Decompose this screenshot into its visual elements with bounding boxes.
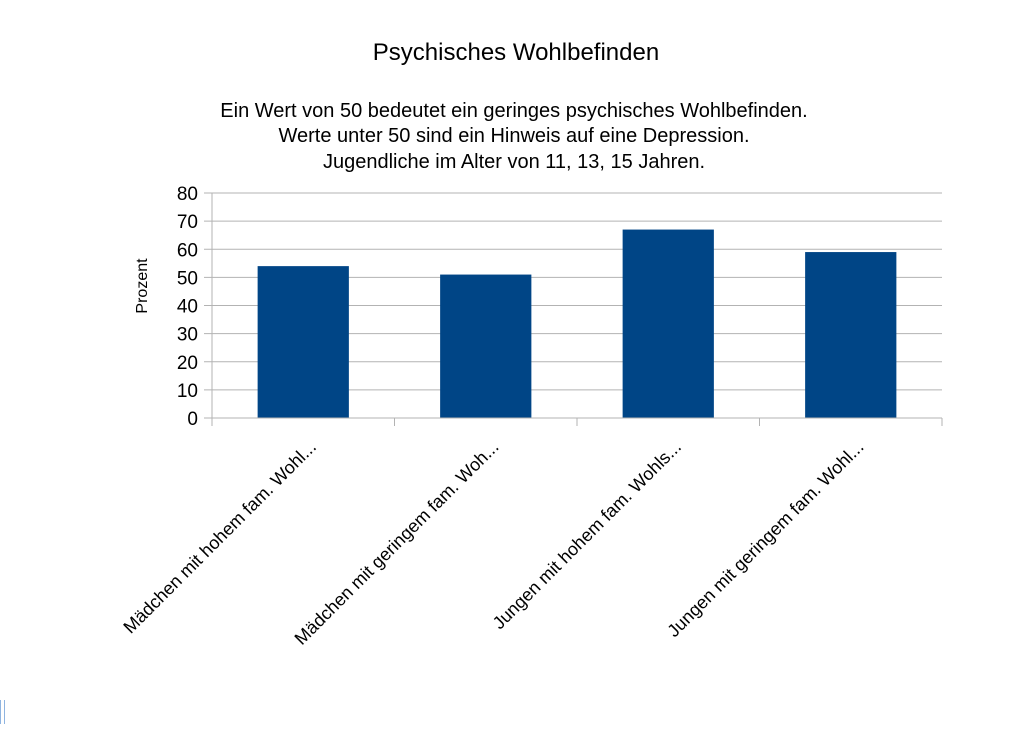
chart-subtitle-line-1: Ein Wert von 50 bedeutet ein geringes ps… xyxy=(220,100,807,122)
chart-subtitle-line-2: Werte unter 50 sind ein Hinweis auf eine… xyxy=(279,125,750,147)
bars xyxy=(257,229,897,418)
axes xyxy=(211,193,943,426)
x-category-label: Mädchen mit geringem fam. Woh... xyxy=(291,437,503,649)
chart-title: Psychisches Wohlbefinden xyxy=(373,39,659,66)
y-axis-title: Prozent xyxy=(134,258,151,314)
bar xyxy=(257,266,349,418)
cursor-mark-icon xyxy=(0,700,5,724)
bar xyxy=(805,252,897,418)
y-tick-label: 70 xyxy=(177,212,198,233)
x-category-label: Jungen mit hohem fam. Wohls... xyxy=(489,437,685,633)
chart-subtitle-line-3: Jugendliche im Alter von 11, 13, 15 Jahr… xyxy=(323,151,705,173)
y-tick-label: 40 xyxy=(177,297,198,318)
bar xyxy=(440,274,532,418)
y-tick-label: 80 xyxy=(177,184,198,205)
x-category-label: Mädchen mit hohem fam. Wohl... xyxy=(119,437,320,638)
y-tick-label: 10 xyxy=(177,381,198,402)
y-tick-label: 20 xyxy=(177,353,198,374)
y-tick-label: 60 xyxy=(177,240,198,261)
y-tick-label: 0 xyxy=(187,409,198,430)
bar xyxy=(622,229,714,418)
y-tick-label: 50 xyxy=(177,268,198,289)
x-category-label: Jungen mit geringem fam. Wohl... xyxy=(663,437,867,641)
y-tick-label: 30 xyxy=(177,325,198,346)
